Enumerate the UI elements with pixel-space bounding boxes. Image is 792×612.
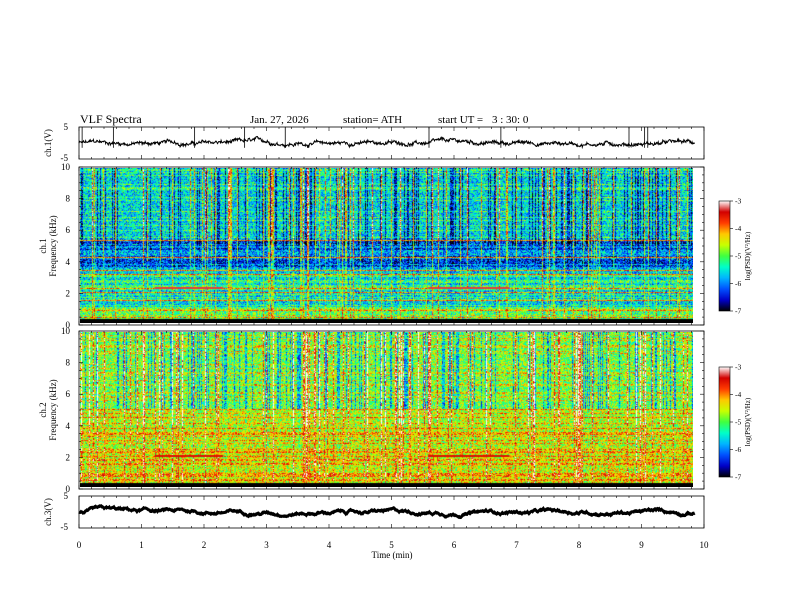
y-tick-label: 4 [66, 421, 71, 431]
colorbar-tick-label: -3 [735, 363, 741, 372]
x-tick-label: 10 [700, 540, 710, 550]
x-tick-label: 2 [202, 540, 207, 550]
y-tick-label: 4 [66, 257, 71, 267]
x-tick-label: 3 [264, 540, 269, 550]
station-label: station= ATH [343, 114, 402, 126]
ch2-channel-label: ch.2 [38, 402, 48, 417]
ch1-waveform-ylabel: ch.1(V) [43, 129, 53, 157]
x-tick-label: 0 [77, 540, 82, 550]
ch3-ytick-top: 5 [64, 491, 69, 501]
ch1-waveform-panel: 5 -5 ch.1(V) [43, 122, 705, 163]
y-tick-label: 0 [66, 484, 71, 494]
ch2-spectrogram-image [80, 332, 693, 487]
y-tick-label: 2 [66, 288, 71, 298]
ch2-colorbar-label: log(PSD)(V²/Hz) [744, 397, 752, 446]
colorbar-tick-label: -7 [735, 473, 741, 482]
colorbar-tick-label: -6 [735, 279, 741, 288]
y-tick-label: 2 [66, 452, 71, 462]
ch3-waveform-ylabel: ch.3(V) [43, 498, 53, 526]
x-tick-label: 6 [452, 540, 457, 550]
x-axis-label: Time (min) [372, 550, 413, 560]
figure-title: VLF Spectra [80, 112, 142, 126]
colorbar-tick-label: -7 [735, 307, 741, 316]
ch1-ytick-top: 5 [64, 122, 69, 132]
colorbar-tick-label: -4 [735, 390, 741, 399]
colorbar-tick-label: -5 [735, 418, 741, 427]
ch1-colorbar-label: log(PSD)(V²/Hz) [744, 231, 752, 280]
x-tick-label: 9 [639, 540, 644, 550]
ch1-channel-label: ch.1 [38, 238, 48, 253]
colorbar-tick-label: -5 [735, 252, 741, 261]
colorbar-tick-label: -4 [735, 224, 741, 233]
ch1-ytick-bottom: -5 [61, 153, 69, 163]
waveform-line [78, 503, 696, 520]
x-tick-label: 5 [389, 540, 394, 550]
y-tick-label: 10 [61, 326, 71, 336]
ch3-waveform-panel: 5 -5 ch.3(V) [43, 491, 705, 532]
y-tick-label: 10 [61, 162, 71, 172]
ch3-waveform-trace [78, 503, 696, 520]
start-ut-label: start UT = [438, 114, 483, 126]
y-tick-label: 6 [66, 389, 71, 399]
date-label: Jan. 27, 2026 [250, 114, 309, 126]
x-tick-label: 1 [139, 540, 144, 550]
ch2-frequency-ylabel: Frequency (kHz) [48, 379, 58, 440]
start-ut-value: 3 : 30: 0 [492, 114, 529, 126]
y-tick-label: 6 [66, 225, 71, 235]
ch3-ytick-bottom: -5 [61, 522, 69, 532]
y-tick-label: 8 [66, 194, 71, 204]
x-tick-label: 4 [327, 540, 332, 550]
colorbar-tick-label: -6 [735, 445, 741, 454]
ch2-colorbar [718, 366, 731, 478]
y-tick-label: 8 [66, 358, 71, 368]
ch1-spectrogram-image [80, 168, 693, 323]
colorbar-tick-label: -3 [735, 197, 741, 206]
ch1-waveform-trace [78, 127, 696, 150]
ch1-colorbar [718, 200, 731, 312]
x-tick-label: 7 [514, 540, 519, 550]
x-tick-label: 8 [577, 540, 582, 550]
ch1-frequency-ylabel: Frequency (kHz) [48, 215, 58, 276]
y-tick-label: 0 [66, 320, 71, 330]
waveform-line [78, 135, 696, 150]
